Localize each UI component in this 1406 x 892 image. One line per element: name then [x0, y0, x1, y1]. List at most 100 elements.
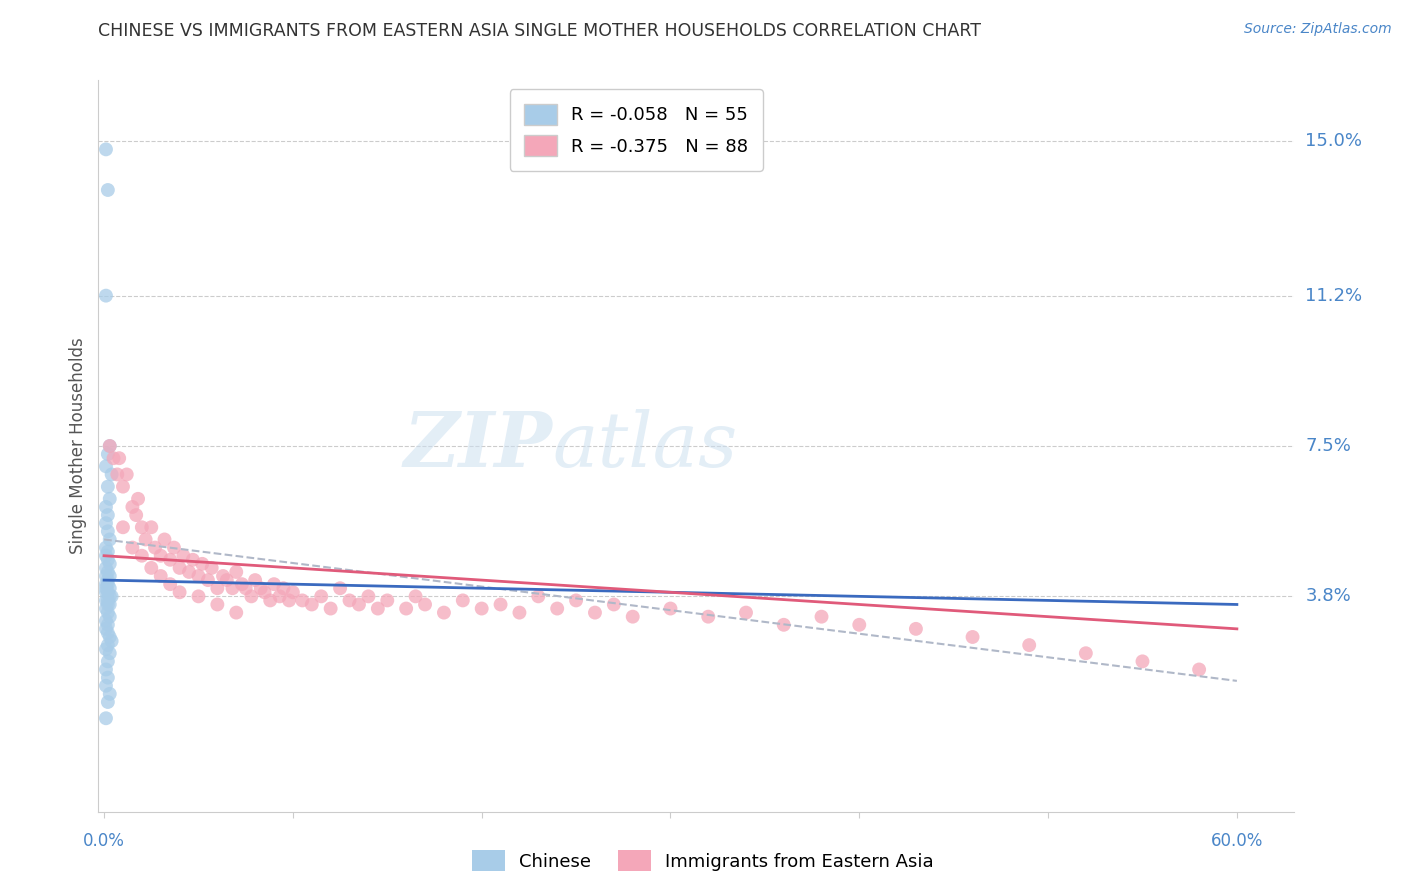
Point	[94, 601, 117, 615]
Point	[141, 520, 163, 534]
Point	[97, 598, 120, 612]
Point	[115, 467, 138, 482]
Point	[207, 581, 229, 595]
Point	[159, 553, 181, 567]
Point	[98, 439, 121, 453]
Point	[848, 617, 870, 632]
Point	[121, 541, 143, 555]
Point	[212, 569, 235, 583]
Point	[149, 569, 172, 583]
Point	[215, 573, 238, 587]
Point	[319, 601, 342, 615]
Point	[94, 622, 117, 636]
Y-axis label: Single Mother Households: Single Mother Households	[69, 338, 87, 554]
Point	[177, 565, 200, 579]
Point	[98, 687, 121, 701]
Point	[94, 516, 117, 531]
Point	[659, 601, 682, 615]
Point	[97, 544, 120, 558]
Point	[131, 520, 153, 534]
Point	[94, 679, 117, 693]
Point	[249, 581, 271, 595]
Point	[309, 590, 332, 604]
Text: 11.2%: 11.2%	[1305, 286, 1362, 305]
Point	[433, 606, 456, 620]
Point	[527, 590, 550, 604]
Point	[621, 609, 644, 624]
Point	[172, 549, 194, 563]
Point	[962, 630, 984, 644]
Point	[181, 553, 204, 567]
Text: 7.5%: 7.5%	[1305, 437, 1351, 455]
Text: 0.0%: 0.0%	[83, 832, 125, 850]
Point	[259, 593, 281, 607]
Point	[395, 601, 418, 615]
Point	[100, 634, 122, 648]
Point	[111, 480, 134, 494]
Text: atlas: atlas	[553, 409, 738, 483]
Point	[235, 581, 257, 595]
Point	[221, 581, 243, 595]
Point	[131, 549, 153, 563]
Point	[100, 590, 122, 604]
Point	[291, 593, 314, 607]
Point	[603, 598, 626, 612]
Text: Source: ZipAtlas.com: Source: ZipAtlas.com	[1244, 22, 1392, 37]
Point	[191, 557, 214, 571]
Point	[97, 447, 120, 461]
Point	[339, 593, 361, 607]
Point	[153, 533, 176, 547]
Point	[169, 585, 191, 599]
Point	[97, 617, 120, 632]
Text: 15.0%: 15.0%	[1305, 132, 1362, 150]
Point	[546, 601, 568, 615]
Point	[98, 590, 121, 604]
Point	[187, 590, 209, 604]
Legend: Chinese, Immigrants from Eastern Asia: Chinese, Immigrants from Eastern Asia	[465, 843, 941, 879]
Point	[772, 617, 794, 632]
Point	[240, 590, 263, 604]
Point	[94, 500, 117, 514]
Point	[243, 573, 266, 587]
Point	[98, 439, 121, 453]
Point	[111, 520, 134, 534]
Point	[94, 541, 117, 555]
Point	[159, 577, 181, 591]
Point	[94, 142, 117, 156]
Point	[94, 711, 117, 725]
Point	[97, 695, 120, 709]
Point	[94, 593, 117, 607]
Point	[735, 606, 758, 620]
Point	[105, 467, 128, 482]
Point	[225, 565, 247, 579]
Point	[451, 593, 474, 607]
Text: 3.8%: 3.8%	[1305, 587, 1351, 606]
Point	[100, 467, 122, 482]
Text: 60.0%: 60.0%	[1211, 832, 1263, 850]
Point	[108, 451, 131, 466]
Point	[329, 581, 352, 595]
Point	[810, 609, 832, 624]
Point	[697, 609, 720, 624]
Point	[97, 577, 120, 591]
Point	[103, 451, 125, 466]
Point	[357, 590, 380, 604]
Point	[565, 593, 588, 607]
Point	[231, 577, 253, 591]
Point	[97, 606, 120, 620]
Point	[98, 646, 121, 660]
Point	[97, 671, 120, 685]
Text: ZIP: ZIP	[404, 409, 553, 483]
Point	[413, 598, 436, 612]
Point	[97, 573, 120, 587]
Point	[225, 606, 247, 620]
Point	[98, 569, 121, 583]
Point	[94, 549, 117, 563]
Point	[98, 533, 121, 547]
Point	[98, 630, 121, 644]
Point	[269, 590, 291, 604]
Point	[97, 524, 120, 539]
Point	[97, 553, 120, 567]
Point	[141, 561, 163, 575]
Point	[98, 491, 121, 506]
